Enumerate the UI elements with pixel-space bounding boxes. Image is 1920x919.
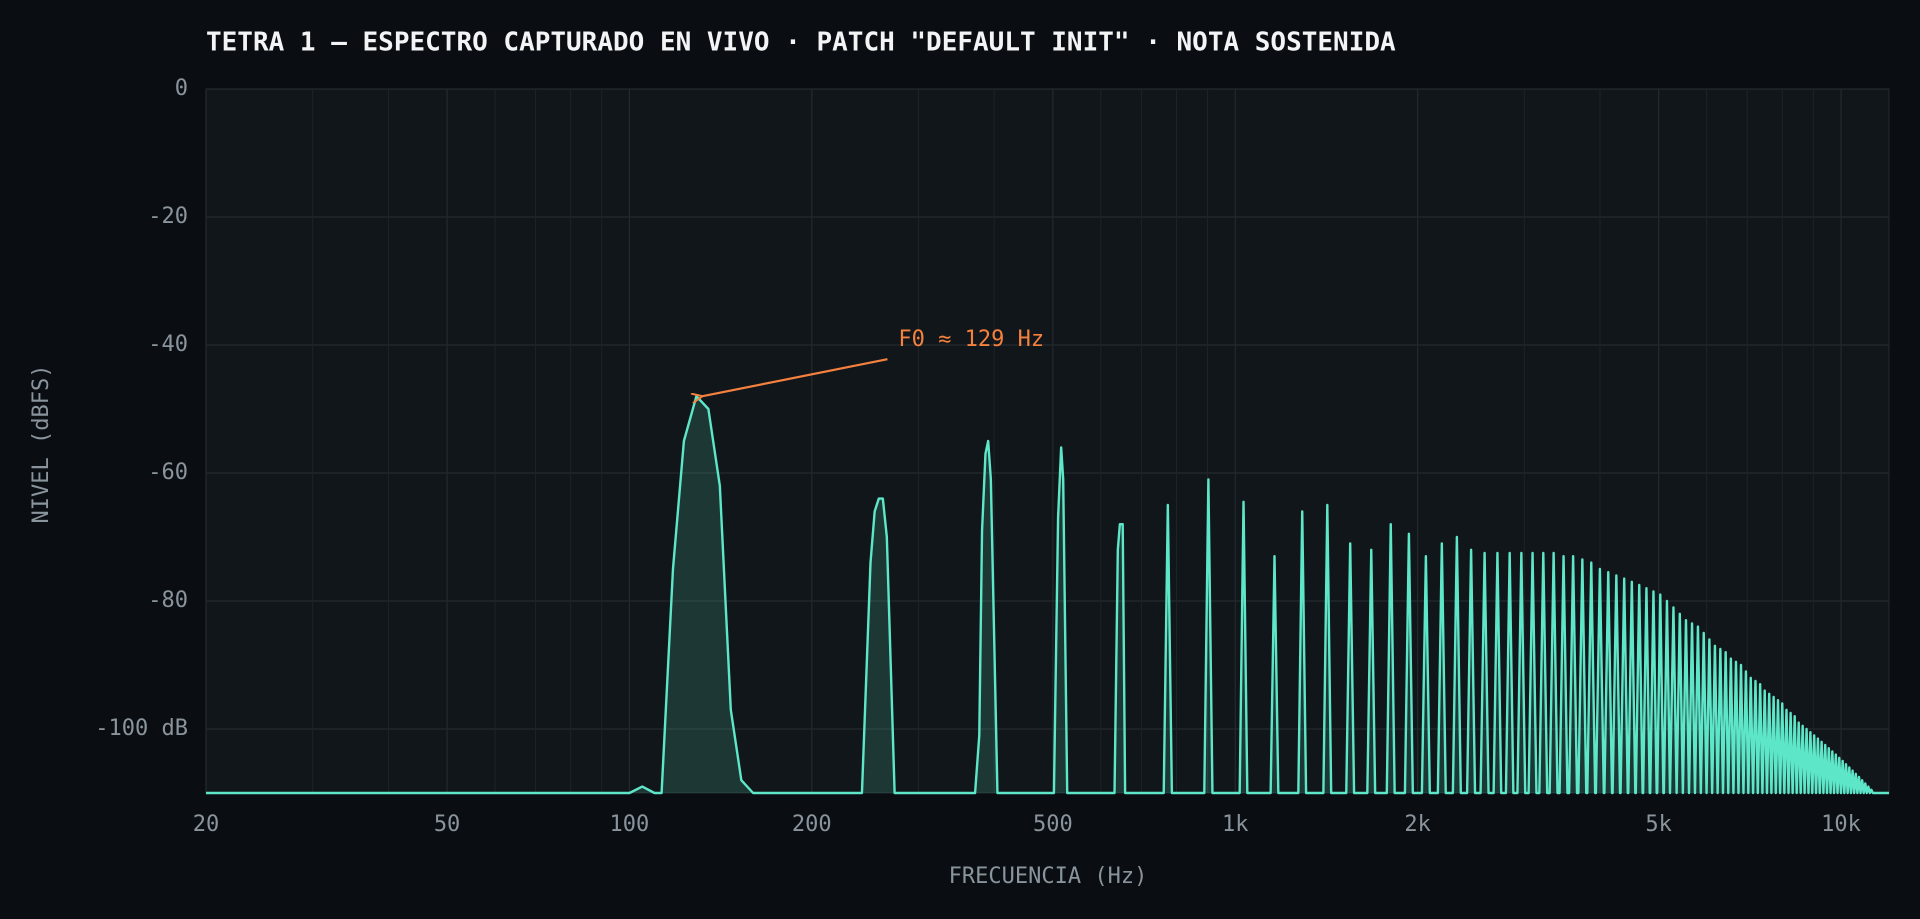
y-tick-label: -40 [148,332,188,357]
y-tick-label: -60 [148,460,188,485]
x-tick-label: 5k [1645,812,1672,837]
x-tick-label: 10k [1821,812,1861,837]
y-tick-label: -80 [148,588,188,613]
x-tick-label: 200 [792,812,832,837]
plot-area [205,88,1890,794]
x-tick-label: 50 [434,812,461,837]
x-tick-label: 20 [193,812,220,837]
spectrum-line [206,395,1889,795]
area [206,396,1889,793]
x-tick-label: 500 [1033,812,1073,837]
y-tick-label: 0 [175,76,188,101]
y-tick-label: -20 [148,204,188,229]
y-tick-label: -100 dB [95,716,188,741]
x-tick-label: 100 [610,812,650,837]
y-axis-label: NIVEL (dBFS) [29,365,54,524]
chart-title: TETRA 1 — ESPECTRO CAPTURADO EN VIVO · P… [206,28,1396,58]
annotation-text: F0 ≈ 129 Hz [898,327,1044,352]
x-tick-label: 1k [1222,812,1249,837]
x-tick-label: 2k [1404,812,1431,837]
x-axis-label: FRECUENCIA (Hz) [949,864,1148,889]
annotation-arrow [702,358,888,396]
